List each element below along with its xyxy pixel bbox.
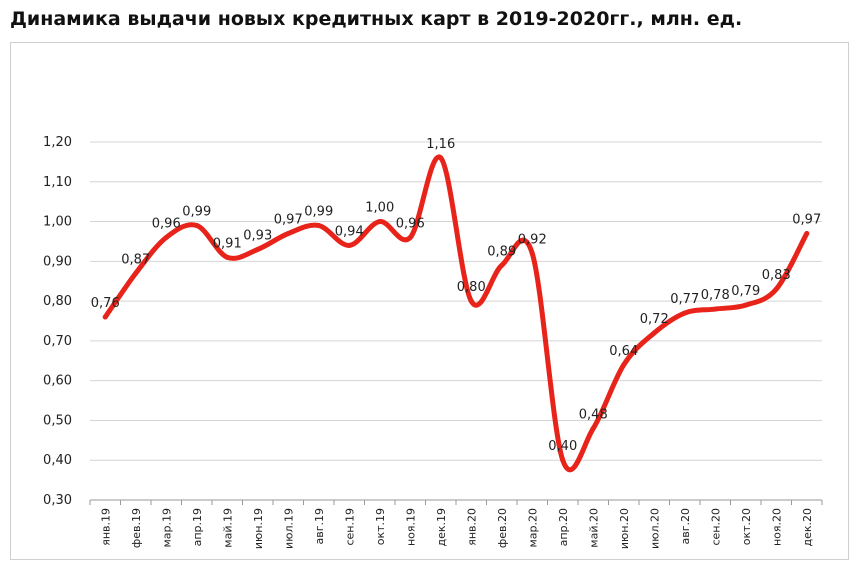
- y-tick-label: 0,40: [43, 453, 72, 468]
- y-tick-label: 1,10: [43, 175, 72, 190]
- data-label: 0,99: [182, 205, 211, 220]
- data-label: 0,76: [91, 296, 120, 311]
- y-tick-label: 0,60: [43, 374, 72, 389]
- data-label: 0,64: [609, 344, 638, 359]
- x-tick-label: ноя.19: [404, 508, 417, 546]
- x-tick-label: май.20: [587, 508, 600, 548]
- data-label: 0,89: [487, 244, 516, 259]
- y-tick-label: 0,80: [43, 294, 72, 309]
- data-label: 1,00: [365, 201, 394, 216]
- x-tick-label: сен.20: [709, 508, 722, 546]
- data-label: 0,92: [518, 232, 547, 247]
- data-label: 0,78: [701, 288, 730, 303]
- data-label: 0,91: [213, 236, 242, 251]
- data-label: 0,80: [457, 280, 486, 295]
- data-point: [468, 298, 474, 304]
- data-point: [590, 425, 596, 431]
- data-point: [377, 219, 383, 225]
- data-point: [773, 286, 779, 292]
- data-point: [224, 254, 230, 260]
- x-tick-label: май.19: [221, 508, 234, 548]
- data-label: 0,99: [304, 205, 333, 220]
- data-label: 0,94: [335, 224, 364, 239]
- data-point: [621, 362, 627, 368]
- chart-frame: [10, 42, 849, 560]
- data-label: 0,72: [640, 312, 669, 327]
- x-axis-tick-marks: [89, 500, 823, 505]
- x-tick-label: дек.20: [801, 508, 814, 547]
- data-labels: 0,760,870,960,990,910,930,970,990,941,00…: [91, 137, 821, 454]
- data-points: [102, 155, 810, 463]
- data-label: 0,48: [579, 407, 608, 422]
- x-tick-label: авг.20: [679, 508, 692, 545]
- data-point: [529, 250, 535, 256]
- data-point: [682, 310, 688, 316]
- gridlines: [90, 141, 822, 501]
- data-label: 0,96: [152, 216, 181, 231]
- data-label: 0,77: [670, 292, 699, 307]
- data-point: [163, 234, 169, 240]
- data-point: [407, 234, 413, 240]
- data-label: 0,97: [274, 212, 303, 227]
- x-tick-label: авг.19: [313, 508, 326, 545]
- x-tick-label: фев.19: [130, 508, 143, 548]
- data-point: [712, 306, 718, 312]
- x-tick-label: апр.19: [191, 508, 204, 546]
- data-label: 1,16: [426, 137, 455, 152]
- x-tick-label: апр.20: [557, 508, 570, 546]
- x-tick-label: фев.20: [496, 508, 509, 548]
- data-point: [102, 314, 108, 320]
- data-point: [194, 223, 200, 229]
- x-tick-label: июл.20: [648, 508, 661, 549]
- data-label: 0,97: [792, 212, 821, 227]
- data-label: 0,40: [548, 439, 577, 454]
- x-tick-label: дек.19: [435, 508, 448, 547]
- x-tick-label: янв.20: [465, 508, 478, 546]
- x-tick-label: июн.20: [618, 508, 631, 549]
- x-tick-label: мар.20: [526, 508, 539, 548]
- x-tick-label: окт.20: [740, 508, 753, 545]
- data-label: 0,83: [762, 268, 791, 283]
- data-point: [743, 302, 749, 308]
- data-point: [804, 230, 810, 236]
- x-axis-tick-labels: янв.19 фев.19 мар.19 апр.19 май.19 июн.19 июл.…: [99, 508, 814, 549]
- data-point: [651, 330, 657, 336]
- x-tick-label: окт.19: [374, 508, 387, 545]
- y-tick-label: 0,90: [43, 254, 72, 269]
- y-axis-tick-labels: 0,30 0,40 0,50 0,60 0,70 0,80 0,90 1,00 1,10 1,20: [43, 135, 72, 508]
- data-point: [255, 246, 261, 252]
- data-label: 0,96: [396, 216, 425, 231]
- data-label: 0,93: [243, 228, 272, 243]
- data-point: [438, 155, 444, 161]
- data-point: [346, 242, 352, 248]
- data-point: [316, 223, 322, 229]
- x-tick-label: ноя.20: [770, 508, 783, 546]
- x-tick-label: янв.19: [99, 508, 112, 546]
- x-tick-label: мар.19: [160, 508, 173, 548]
- data-point: [499, 262, 505, 268]
- y-tick-label: 0,70: [43, 334, 72, 349]
- y-tick-label: 1,20: [43, 135, 72, 150]
- y-tick-label: 1,00: [43, 215, 72, 230]
- y-tick-label: 0,30: [43, 493, 72, 508]
- x-tick-label: июл.19: [282, 508, 295, 549]
- y-tick-label: 0,50: [43, 413, 72, 428]
- data-label: 0,79: [731, 284, 760, 299]
- data-label: 0,87: [121, 252, 150, 267]
- series-line: [102, 154, 810, 473]
- chart-title: Динамика выдачи новых кредитных карт в 2…: [10, 8, 743, 30]
- x-tick-label: сен.19: [343, 508, 356, 546]
- data-point: [285, 230, 291, 236]
- data-point: [560, 457, 566, 463]
- data-point: [133, 270, 139, 276]
- x-tick-label: июн.19: [252, 508, 265, 549]
